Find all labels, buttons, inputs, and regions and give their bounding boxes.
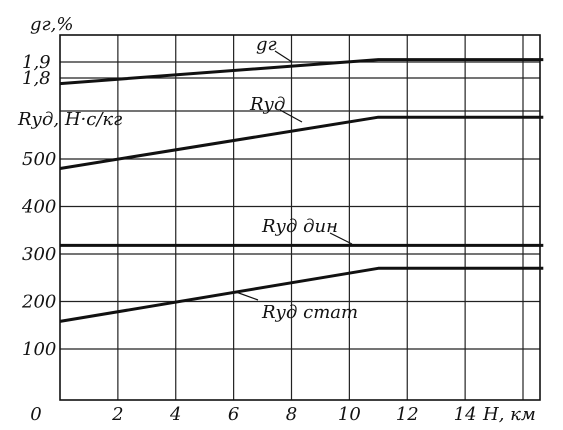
y-tick-label: 400 — [21, 197, 56, 218]
x-tick-label: 2 — [111, 404, 123, 425]
series-layer — [59, 50, 544, 323]
label-leader — [235, 291, 259, 301]
label-leader — [274, 50, 293, 63]
series-label-3: Rуд дин — [261, 216, 338, 237]
series-line-1 — [59, 58, 544, 86]
top-tick-label: 1,9 — [22, 52, 51, 73]
series-line-2 — [59, 115, 544, 170]
series-label-1: gг — [256, 34, 277, 55]
x-axis-title: Н, км — [482, 404, 536, 425]
top-tick-label: 1,8 — [22, 68, 51, 89]
y-tick-label: 300 — [22, 244, 56, 265]
x-tick-label: 8 — [286, 404, 297, 425]
x-tick-label: 14 — [454, 404, 477, 425]
top-axis-title: gг,% — [30, 14, 73, 35]
labels: gг Rуд Rуд дин Rуд стат gг,% Rуд, Н·с/кг Н, км… — [17, 14, 536, 425]
x-tick-label: 0 — [30, 404, 41, 425]
label-leader — [279, 109, 303, 123]
x-tick-label: 4 — [169, 404, 181, 425]
series-line-4 — [59, 266, 544, 323]
y-tick-label: 100 — [22, 339, 56, 360]
grid — [60, 35, 540, 400]
y-axis-title: Rуд, Н·с/кг — [17, 109, 122, 130]
series-label-2: Rуд — [249, 94, 285, 115]
label-leader — [329, 232, 353, 245]
y-tick-label: 200 — [21, 292, 56, 313]
x-tick-label: 12 — [396, 404, 419, 425]
x-tick-label: 6 — [228, 404, 239, 425]
y-tick-label: 500 — [22, 149, 56, 170]
plot-frame — [59, 34, 541, 401]
series-label-4: Rуд стат — [261, 302, 358, 323]
x-tick-label: 10 — [338, 404, 361, 425]
frame — [59, 34, 541, 401]
